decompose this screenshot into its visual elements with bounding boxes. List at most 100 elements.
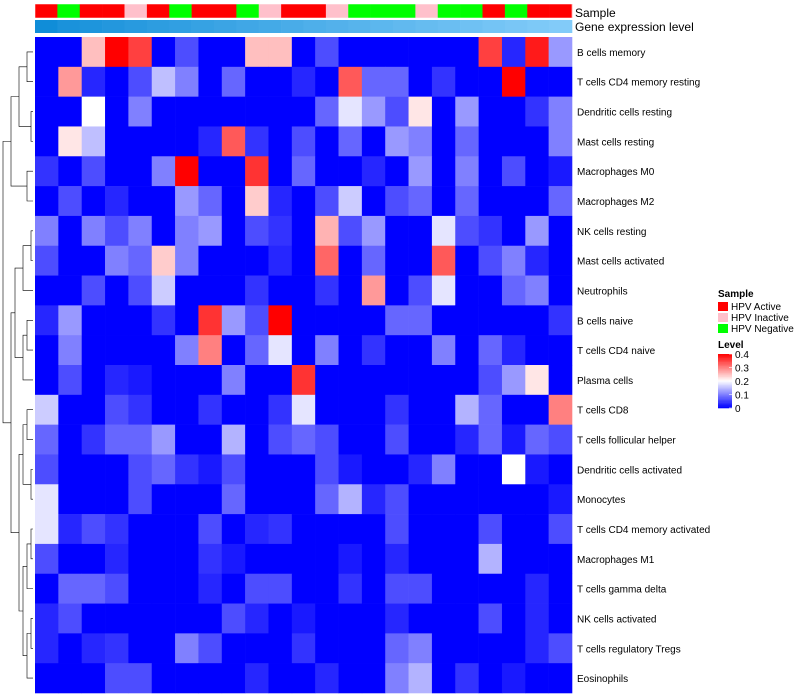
gene-expression-annotation-cell	[35, 20, 58, 33]
level-legend-gradient-step	[718, 371, 732, 374]
heatmap-cell	[268, 186, 293, 217]
heatmap-cell	[385, 305, 409, 336]
heatmap-cell	[431, 305, 456, 336]
heatmap-cell	[291, 573, 316, 604]
heatmap-cell	[175, 96, 199, 127]
heatmap-cell	[151, 365, 176, 396]
level-legend-tick: 0.3	[735, 364, 749, 375]
heatmap-cell	[198, 603, 223, 634]
heatmap-cell	[58, 126, 82, 157]
heatmap-cell	[501, 603, 526, 634]
heatmap-cell	[35, 156, 59, 187]
heatmap-cell	[58, 365, 82, 396]
heatmap-cell	[35, 126, 59, 157]
sample-annotation-cell	[35, 4, 58, 18]
heatmap-cell	[81, 245, 106, 276]
heatmap-cell	[431, 156, 456, 187]
sample-annotation-cell	[236, 4, 260, 18]
heatmap-cell	[361, 245, 386, 276]
heatmap-cell	[338, 484, 363, 515]
heatmap-cell	[245, 573, 269, 604]
sample-annotation-cell	[124, 4, 148, 18]
row-label: T cells gamma delta	[577, 585, 667, 596]
heatmap-cell	[455, 37, 479, 68]
heatmap-cell	[385, 663, 409, 694]
gene-expression-annotation-cell	[437, 20, 461, 33]
heatmap-cell	[35, 424, 59, 455]
heatmap-cell	[128, 186, 153, 217]
gene-expression-annotation-cell	[191, 20, 215, 33]
row-label: T cells CD8	[577, 406, 629, 417]
heatmap-cell	[198, 514, 223, 545]
heatmap-cell	[198, 663, 223, 694]
heatmap-cell	[105, 305, 129, 336]
heatmap-cell	[151, 394, 176, 425]
heatmap-cell	[175, 126, 199, 157]
heatmap-cell	[268, 126, 293, 157]
heatmap-cell	[431, 335, 456, 366]
heatmap-cell	[478, 126, 503, 157]
gene-expression-annotation-cell	[482, 20, 506, 33]
heatmap-cell	[291, 424, 316, 455]
heatmap-cell	[478, 275, 503, 306]
heatmap-cell	[361, 96, 386, 127]
sample-annotation-cell	[482, 4, 506, 18]
gene-expression-annotation-cell	[146, 20, 170, 33]
heatmap-cell	[478, 424, 503, 455]
level-legend-gradient-step	[718, 356, 732, 359]
heatmap-cell	[175, 514, 199, 545]
dendrogram-branch	[30, 111, 33, 142]
heatmap-cell	[35, 454, 59, 485]
heatmap-cell	[151, 275, 176, 306]
heatmap-cell	[81, 37, 106, 68]
heatmap-cell	[408, 126, 433, 157]
heatmap-cell	[58, 603, 82, 634]
heatmap-cell	[175, 454, 199, 485]
heatmap-cell	[361, 394, 386, 425]
heatmap-cell	[151, 663, 176, 694]
heatmap-cell	[548, 514, 573, 545]
level-legend-gradient-step	[718, 367, 732, 370]
heatmap-cell	[198, 275, 223, 306]
heatmap-cell	[408, 514, 433, 545]
heatmap-cell	[455, 245, 479, 276]
gene-expression-annotation-cell	[460, 20, 483, 33]
heatmap-cell	[548, 126, 573, 157]
heatmap-cell	[58, 484, 82, 515]
heatmap-cell	[291, 96, 316, 127]
heatmap-cell	[175, 275, 199, 306]
level-legend-gradient-step	[718, 405, 732, 407]
heatmap-cell	[361, 454, 386, 485]
heatmap-cell	[478, 186, 503, 217]
heatmap-cell	[291, 215, 316, 247]
sample-legend-swatch	[718, 324, 728, 333]
row-label: Plasma cells	[577, 376, 633, 387]
heatmap-cell	[361, 215, 386, 247]
heatmap-cell	[291, 126, 316, 157]
heatmap-cell	[431, 603, 456, 634]
gene-expression-annotation-cell	[79, 20, 103, 33]
heatmap-cell	[128, 37, 153, 68]
heatmap-cell	[338, 305, 363, 336]
heatmap-cell	[268, 573, 293, 604]
heatmap-cell	[408, 275, 433, 306]
heatmap-cell	[221, 394, 246, 425]
row-label: Macrophages M0	[577, 167, 655, 178]
heatmap-cell	[338, 215, 363, 247]
heatmap-cell	[81, 305, 106, 336]
heatmap-cell	[548, 96, 573, 127]
heatmap-cell	[35, 305, 59, 336]
gene-expression-annotation-cell	[393, 20, 416, 33]
heatmap-cell	[478, 394, 503, 425]
dendrogram-branch	[26, 633, 33, 679]
level-legend-title: Level	[718, 340, 744, 351]
heatmap-cell	[501, 484, 526, 515]
heatmap-cell	[408, 245, 433, 276]
heatmap-cell	[81, 365, 106, 396]
heatmap-cell	[338, 275, 363, 306]
heatmap-cell	[151, 454, 176, 485]
heatmap-cell	[81, 394, 106, 425]
heatmap-cell	[385, 514, 409, 545]
heatmap-cell	[315, 66, 339, 97]
heatmap-cell	[268, 484, 293, 515]
